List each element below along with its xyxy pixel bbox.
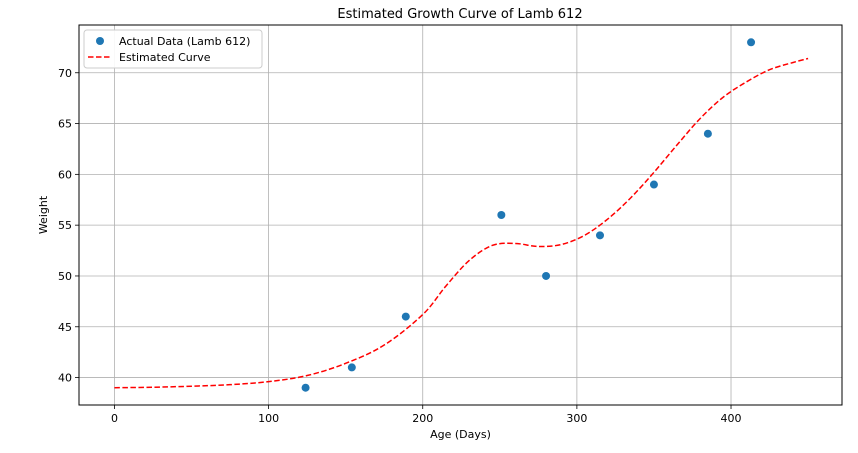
plot-series [114, 38, 809, 392]
x-tick-label: 100 [258, 412, 279, 425]
grid [79, 25, 842, 405]
data-point [595, 231, 604, 240]
data-point [747, 38, 756, 47]
y-axis-label: Weight [37, 195, 50, 234]
y-tick-label: 60 [58, 168, 72, 181]
y-tick-label: 40 [58, 372, 72, 385]
data-point [703, 129, 712, 138]
axis-ticks: 0 100 200 300 400 40 45 50 55 60 65 70 [58, 67, 742, 425]
legend: Actual Data (Lamb 612) Estimated Curve [83, 29, 263, 69]
x-tick-label: 200 [412, 412, 433, 425]
x-tick-label: 0 [111, 412, 118, 425]
estimated-curve-line [114, 57, 809, 389]
data-point [497, 211, 506, 219]
legend-label-estimated-curve: Estimated Curve [119, 51, 211, 64]
legend-box [83, 29, 263, 69]
plot-frame [78, 24, 843, 406]
data-point [542, 271, 551, 280]
y-tick-label: 45 [58, 321, 72, 334]
data-point [301, 383, 310, 392]
x-axis-label: Age (Days) [430, 428, 491, 441]
data-point [649, 180, 658, 189]
x-tick-label: 300 [566, 412, 587, 425]
y-tick-label: 70 [58, 67, 72, 80]
legend-marker-actual-data [96, 37, 104, 45]
data-point [347, 363, 356, 372]
data-point [401, 312, 410, 321]
y-tick-label: 55 [58, 219, 72, 232]
x-tick-label: 400 [721, 412, 742, 425]
y-tick-label: 50 [58, 270, 72, 283]
y-tick-label: 65 [58, 118, 72, 131]
legend-label-actual-data: Actual Data (Lamb 612) [119, 35, 250, 48]
chart-title: Estimated Growth Curve of Lamb 612 [337, 7, 582, 22]
